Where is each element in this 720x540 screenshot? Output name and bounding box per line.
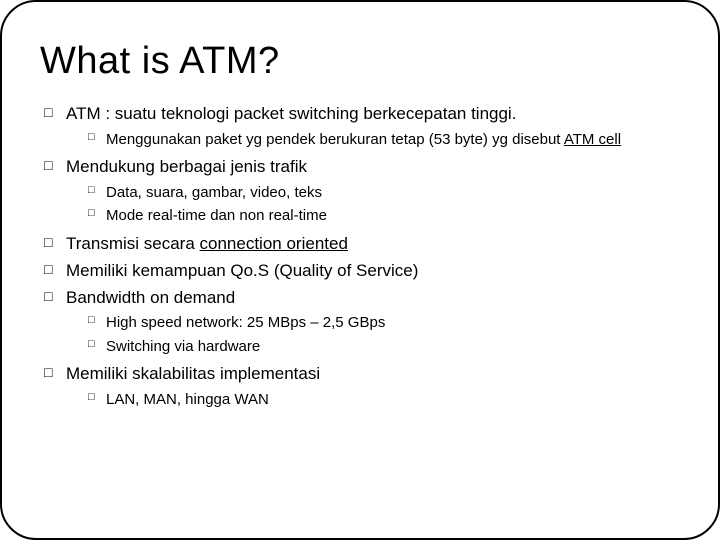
- list-item-text: Memiliki kemampuan Qo.S (Quality of Serv…: [66, 261, 418, 280]
- bullet-list-level2: High speed network: 25 MBps – 2,5 GBps S…: [66, 313, 680, 357]
- list-item: Transmisi secara connection oriented: [44, 233, 680, 256]
- list-item-text: Menggunakan paket yg pendek berukuran te…: [106, 131, 564, 148]
- bullet-list-level2: LAN, MAN, hingga WAN: [66, 390, 680, 410]
- slide-frame: What is ATM? ATM : suatu teknologi packe…: [0, 0, 720, 540]
- list-item: Bandwidth on demand High speed network: …: [44, 287, 680, 357]
- list-item: Menggunakan paket yg pendek berukuran te…: [88, 130, 680, 150]
- list-item-text: Switching via hardware: [106, 338, 260, 355]
- list-item-text: Data, suara, gambar, video, teks: [106, 184, 322, 201]
- bullet-list-level2: Data, suara, gambar, video, teks Mode re…: [66, 183, 680, 227]
- list-item: Memiliki kemampuan Qo.S (Quality of Serv…: [44, 260, 680, 283]
- list-item-text: Mode real-time dan non real-time: [106, 207, 327, 224]
- list-item-text: LAN, MAN, hingga WAN: [106, 391, 269, 408]
- list-item-text: Bandwidth on demand: [66, 288, 235, 307]
- slide-title: What is ATM?: [40, 40, 680, 83]
- list-item-text: ATM : suatu teknologi packet switching b…: [66, 104, 516, 123]
- bullet-list-level2: Menggunakan paket yg pendek berukuran te…: [66, 130, 680, 150]
- list-item-text: Mendukung berbagai jenis trafik: [66, 157, 307, 176]
- list-item: Mode real-time dan non real-time: [88, 206, 680, 226]
- underlined-term: connection oriented: [200, 234, 348, 253]
- list-item: Memiliki skalabilitas implementasi LAN, …: [44, 363, 680, 410]
- underlined-term: ATM cell: [564, 131, 621, 148]
- list-item-text: Memiliki skalabilitas implementasi: [66, 364, 320, 383]
- list-item: High speed network: 25 MBps – 2,5 GBps: [88, 313, 680, 333]
- list-item: Switching via hardware: [88, 337, 680, 357]
- list-item-text: High speed network: 25 MBps – 2,5 GBps: [106, 314, 385, 331]
- list-item-text: Transmisi secara: [66, 234, 200, 253]
- list-item: ATM : suatu teknologi packet switching b…: [44, 103, 680, 150]
- list-item: Mendukung berbagai jenis trafik Data, su…: [44, 156, 680, 226]
- bullet-list-level1: ATM : suatu teknologi packet switching b…: [40, 103, 680, 410]
- list-item: LAN, MAN, hingga WAN: [88, 390, 680, 410]
- list-item: Data, suara, gambar, video, teks: [88, 183, 680, 203]
